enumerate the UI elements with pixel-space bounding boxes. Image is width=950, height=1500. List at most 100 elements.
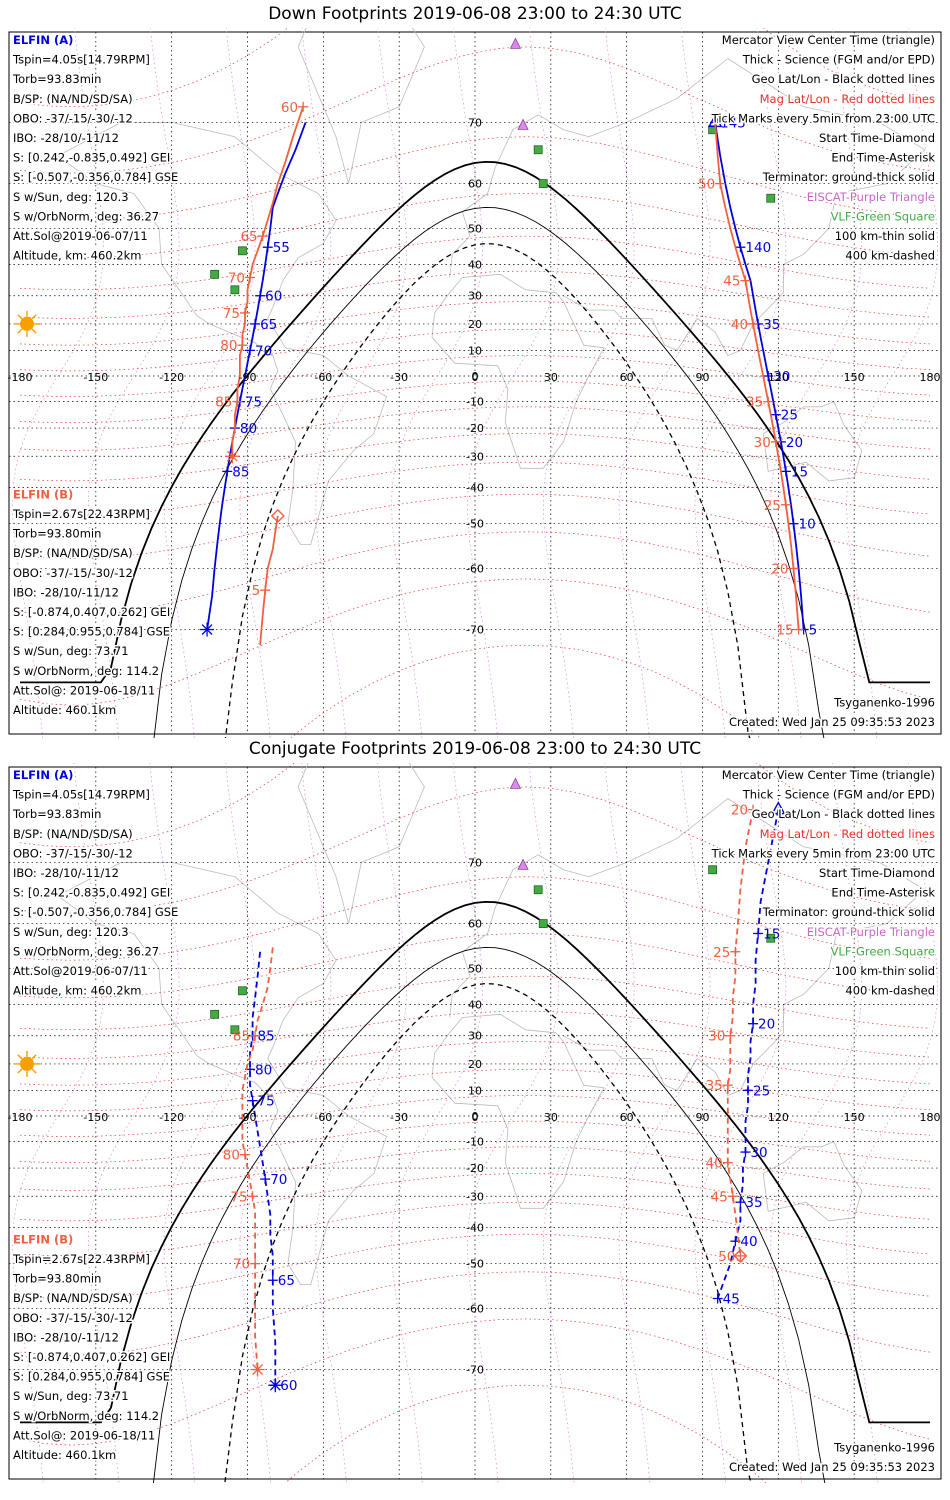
elfin-b-info: S w/OrbNorm, deg: 114.2 [13, 664, 159, 678]
elfin-a-info: Att.Sol@2019-06-07/11 [13, 229, 148, 243]
elfin-b-info: IBO: -28/10/-11/12 [13, 585, 119, 599]
latitude-label: -10 [466, 396, 484, 409]
latitude-label: -40 [466, 481, 484, 494]
latitude-label: 60 [468, 918, 482, 931]
elfin-a-info: Torb=93.83min [12, 807, 101, 821]
longitude-label: -30 [390, 1111, 408, 1124]
legend-entry: End Time-Asterisk [831, 151, 935, 165]
coastline [297, 763, 425, 924]
latitude-label: 30 [468, 290, 482, 303]
track-tick-label: 70 [233, 1257, 250, 1273]
mag-parallel [284, 1384, 767, 1483]
track-tick-label: 60 [265, 289, 282, 305]
model-label: Tsyganenko-1996 [833, 695, 935, 709]
mag-meridian [163, 763, 256, 1483]
elfin-a-info: B/SP: (NA/ND/SD/SA) [13, 827, 133, 841]
track-tick-label: 30 [708, 1029, 725, 1045]
latitude-label: -60 [466, 1302, 484, 1315]
sun-ray [17, 1054, 23, 1060]
latitude-label: 20 [468, 1058, 482, 1071]
legend-entry: Start Time-Diamond [819, 866, 935, 880]
track-tick-label: 5 [809, 623, 818, 639]
mag-meridian [315, 763, 408, 1483]
vlf-square [238, 246, 247, 256]
legend-entry: VLF-Green Square [831, 944, 935, 958]
longitude-label: -180 [8, 1111, 33, 1124]
mag-parallel [19, 136, 931, 221]
track-tick-label: 25 [781, 408, 798, 424]
longitude-label: 120 [768, 1111, 789, 1124]
longitude-label: 60 [620, 1111, 634, 1124]
latitude-label: 10 [468, 344, 482, 357]
latitude-label: 40 [468, 999, 482, 1012]
vlf-square [238, 986, 247, 996]
elfin-a-label: ELFIN (A) [13, 33, 73, 47]
mag-parallel [19, 1271, 931, 1356]
latitude-label: 60 [468, 178, 482, 191]
latitude-label: 70 [468, 856, 482, 869]
legend-entry: Terminator: ground-thick solid [762, 170, 935, 184]
longitude-label: 0 [472, 371, 479, 384]
mag-meridian [694, 28, 787, 738]
track-tick-label: 50 [718, 1249, 735, 1265]
mag-meridian [618, 28, 711, 738]
latitude-label: 50 [468, 222, 482, 235]
track-tick-label: 75 [258, 1094, 275, 1110]
latitude-label: 70 [468, 116, 482, 129]
longitude-label: 150 [844, 1111, 865, 1124]
elfin-a-info: Altitude, km: 460.2km [13, 984, 141, 998]
start-diamond [270, 508, 285, 523]
end-asterisk [269, 1379, 281, 1391]
coastline [762, 401, 863, 482]
track-tick-label: 30 [750, 1145, 767, 1161]
track-tick-label: 75 [223, 306, 240, 322]
longitude-label: -60 [314, 1111, 332, 1124]
track-tick-label: 85 [215, 395, 232, 411]
elfin-a-info: Tspin=4.05s[14.79RPM] [12, 53, 150, 67]
latitude-label: -20 [466, 422, 484, 435]
track-tick-label: 35 [706, 1078, 723, 1094]
elfin-b-info: OBO: -37/-15/-30/-12 [13, 1311, 133, 1325]
track-tick-label: 25 [753, 1083, 770, 1099]
mag-meridian [770, 763, 863, 1483]
elfin-b-info: S w/Sun, deg: 73.71 [13, 644, 129, 658]
elfin-b-info: Torb=93.80min [12, 527, 101, 541]
elfin-a-info: IBO: -28/10/-11/12 [13, 866, 119, 880]
mag-meridian [846, 763, 938, 1483]
elfin-b-label: ELFIN (B) [13, 487, 73, 501]
elfin-a-info: OBO: -37/-15/-30/-12 [13, 846, 133, 860]
legend-entry: 400 km-dashed [845, 984, 935, 998]
panel-title-conjugate: Conjugate Footprints 2019-06-08 23:00 to… [248, 739, 702, 759]
track-tick-label: 20 [786, 435, 803, 451]
track-tick-label: 30 [773, 369, 790, 385]
legend-entry: EISCAT-Purple Triangle [807, 925, 935, 939]
sun-ray [17, 328, 23, 334]
track-tick-label: 40 [706, 1156, 723, 1172]
elfin-b-info: S: [0.284,0.955,0.784] GSE [13, 1370, 170, 1384]
track-tick-label: 45 [723, 1292, 740, 1308]
panel-title-down: Down Footprints 2019-06-08 23:00 to 24:3… [268, 4, 682, 24]
legend-entry: 100 km-thin solid [835, 229, 935, 243]
elfin-a-info: S: [0.242,-0.835,0.492] GEI [13, 151, 170, 165]
track-tick-label: 25 [713, 945, 730, 961]
elfin-b-info: Altitude: 460.1km [13, 1448, 116, 1462]
mag-parallel [19, 763, 931, 848]
track-tick-label: 75 [230, 1189, 247, 1205]
latitude-label: -70 [466, 624, 484, 637]
legend-entry: Terminator: ground-thick solid [762, 905, 935, 919]
mag-meridian [694, 763, 787, 1483]
footprint-track-b [714, 122, 800, 630]
terminator-400km [224, 982, 752, 1483]
latitude-label: 40 [468, 259, 482, 272]
track-tick-label: 70 [270, 1172, 287, 1188]
track-tick-label: 80 [223, 1148, 240, 1164]
mag-meridian [846, 28, 938, 738]
vlf-square [533, 885, 543, 895]
track-tick-label: 75 [245, 395, 262, 411]
mag-parallel [19, 355, 931, 397]
sun-ray [31, 1054, 37, 1060]
longitude-label: -120 [159, 1111, 184, 1124]
latitude-label: 0 [472, 370, 479, 383]
legend-entry: Mercator View Center Time (triangle) [722, 768, 935, 782]
track-tick-label: 80 [255, 1062, 272, 1078]
